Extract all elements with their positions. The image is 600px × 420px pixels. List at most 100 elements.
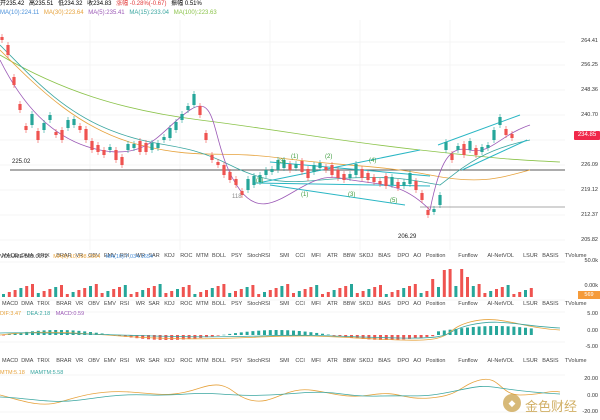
indicator-tab-tvolume[interactable]: TVolume bbox=[564, 253, 587, 259]
indicator-tab-funflow[interactable]: Funflow bbox=[458, 253, 478, 259]
indicator-tab-dpo[interactable]: DPO bbox=[397, 253, 410, 259]
indicator-tab-ai-netvol[interactable]: AI-NetVOL bbox=[487, 301, 514, 307]
volume-bar bbox=[512, 294, 516, 297]
indicator-tab-mtm[interactable]: MTM bbox=[196, 301, 209, 307]
indicator-tab-ao[interactable]: AO bbox=[413, 358, 422, 364]
indicator-tab-bias[interactable]: BIAS bbox=[378, 301, 391, 307]
indicator-tab-wr[interactable]: WR bbox=[135, 301, 145, 307]
indicator-tab-macd[interactable]: MACD bbox=[2, 253, 19, 259]
macd-bar bbox=[205, 335, 208, 338]
indicator-tab-cci[interactable]: CCI bbox=[295, 301, 305, 307]
indicator-tab-dma[interactable]: DMA bbox=[21, 253, 34, 259]
indicator-tab-sar[interactable]: SAR bbox=[148, 253, 160, 259]
indicator-tab-brar[interactable]: BRAR bbox=[56, 301, 72, 307]
indicator-tab-atr[interactable]: ATR bbox=[327, 253, 338, 259]
indicator-tab-tvolume[interactable]: TVolume bbox=[564, 358, 587, 364]
indicator-tab-roc[interactable]: ROC bbox=[180, 301, 193, 307]
indicator-tab-roc[interactable]: ROC bbox=[180, 253, 193, 259]
indicator-tab-atr[interactable]: ATR bbox=[327, 301, 338, 307]
indicator-tab-bbw[interactable]: BBW bbox=[343, 301, 356, 307]
indicator-tab-sar[interactable]: SAR bbox=[148, 301, 160, 307]
indicator-tab-dma[interactable]: DMA bbox=[21, 301, 34, 307]
indicator-tab-position[interactable]: Position bbox=[425, 358, 446, 364]
indicator-tab-kdj[interactable]: KDJ bbox=[164, 358, 175, 364]
indicator-tab-dma[interactable]: DMA bbox=[21, 358, 34, 364]
indicator-tab-rsi[interactable]: RSI bbox=[119, 253, 130, 259]
indicator-tab-skdj[interactable]: SKDJ bbox=[359, 253, 374, 259]
indicator-tab-mfi[interactable]: MFI bbox=[311, 253, 321, 259]
indicator-tab-lsur[interactable]: LSUR bbox=[523, 358, 538, 364]
volume-bar bbox=[147, 288, 150, 297]
indicator-tab-roc[interactable]: ROC bbox=[180, 358, 193, 364]
indicator-tab-obv[interactable]: OBV bbox=[88, 358, 100, 364]
indicator-tab-skdj[interactable]: SKDJ bbox=[359, 301, 374, 307]
indicator-tab-rsi[interactable]: RSI bbox=[119, 301, 130, 307]
indicator-tab-lsur[interactable]: LSUR bbox=[523, 301, 538, 307]
indicator-tab-boll[interactable]: BOLL bbox=[212, 253, 227, 259]
indicator-tab-brar[interactable]: BRAR bbox=[56, 253, 72, 259]
indicator-tab-cci[interactable]: CCI bbox=[295, 253, 305, 259]
indicator-tab-trix[interactable]: TRIX bbox=[37, 301, 50, 307]
indicator-tab-trix[interactable]: TRIX bbox=[37, 358, 50, 364]
indicator-tab-smi[interactable]: SMI bbox=[279, 253, 290, 259]
candle-body bbox=[330, 165, 334, 175]
indicator-tab-skdj[interactable]: SKDJ bbox=[359, 358, 374, 364]
indicator-tab-stochrsi[interactable]: StochRSI bbox=[247, 358, 271, 364]
indicator-tab-mtm[interactable]: MTM bbox=[196, 253, 209, 259]
candle-body bbox=[108, 147, 112, 150]
indicator-tab-kdj[interactable]: KDJ bbox=[164, 301, 175, 307]
indicator-tab-funflow[interactable]: Funflow bbox=[458, 301, 478, 307]
indicator-tab-rsi[interactable]: RSI bbox=[119, 358, 130, 364]
indicator-tab-dpo[interactable]: DPO bbox=[397, 301, 410, 307]
indicator-tab-mtm[interactable]: MTM bbox=[196, 358, 209, 364]
candle-body bbox=[360, 169, 364, 178]
indicator-tab-mfi[interactable]: MFI bbox=[311, 301, 321, 307]
indicator-tab-trix[interactable]: TRIX bbox=[37, 253, 50, 259]
indicator-tab-bbw[interactable]: BBW bbox=[343, 358, 356, 364]
indicator-tab-psy[interactable]: PSY bbox=[231, 358, 243, 364]
indicator-tab-ao[interactable]: AO bbox=[413, 253, 422, 259]
indicator-tab-bbw[interactable]: BBW bbox=[343, 253, 356, 259]
indicator-tab-smi[interactable]: SMI bbox=[279, 358, 290, 364]
indicator-tab-psy[interactable]: PSY bbox=[231, 253, 243, 259]
indicator-tab-lsur[interactable]: LSUR bbox=[523, 253, 538, 259]
indicator-tab-macd[interactable]: MACD bbox=[2, 358, 19, 364]
indicator-tab-ai-netvol[interactable]: AI-NetVOL bbox=[487, 358, 514, 364]
indicator-tab-mfi[interactable]: MFI bbox=[311, 358, 321, 364]
indicator-tab-wr[interactable]: WR bbox=[135, 253, 145, 259]
indicator-tab-brar[interactable]: BRAR bbox=[56, 358, 72, 364]
indicator-tab-vr[interactable]: VR bbox=[75, 253, 84, 259]
indicator-tab-bias[interactable]: BIAS bbox=[378, 358, 391, 364]
indicator-tab-basis[interactable]: BASIS bbox=[542, 253, 559, 259]
indicator-tab-emv[interactable]: EMV bbox=[104, 301, 116, 307]
indicator-tab-cci[interactable]: CCI bbox=[295, 358, 305, 364]
indicator-tab-ai-netvol[interactable]: AI-NetVOL bbox=[487, 253, 514, 259]
indicator-tab-tvolume[interactable]: TVolume bbox=[564, 301, 587, 307]
indicator-tab-vr[interactable]: VR bbox=[75, 358, 84, 364]
indicator-tab-boll[interactable]: BOLL bbox=[212, 358, 227, 364]
indicator-tab-smi[interactable]: SMI bbox=[279, 301, 290, 307]
indicator-tab-atr[interactable]: ATR bbox=[327, 358, 338, 364]
indicator-tab-basis[interactable]: BASIS bbox=[542, 301, 559, 307]
indicator-tab-dpo[interactable]: DPO bbox=[397, 358, 410, 364]
indicator-tab-ao[interactable]: AO bbox=[413, 301, 422, 307]
indicator-tab-basis[interactable]: BASIS bbox=[542, 358, 559, 364]
indicator-tab-kdj[interactable]: KDJ bbox=[164, 253, 175, 259]
indicator-tab-position[interactable]: Position bbox=[425, 253, 446, 259]
indicator-tab-obv[interactable]: OBV bbox=[88, 301, 100, 307]
indicator-tab-stochrsi[interactable]: StochRSI bbox=[247, 253, 271, 259]
indicator-tab-bias[interactable]: BIAS bbox=[378, 253, 391, 259]
indicator-tab-emv[interactable]: EMV bbox=[104, 253, 116, 259]
indicator-tab-boll[interactable]: BOLL bbox=[212, 301, 227, 307]
indicator-tab-wr[interactable]: WR bbox=[135, 358, 145, 364]
indicator-tab-position[interactable]: Position bbox=[425, 301, 446, 307]
indicator-tab-funflow[interactable]: Funflow bbox=[458, 358, 478, 364]
indicator-tab-emv[interactable]: EMV bbox=[104, 358, 116, 364]
indicator-tab-sar[interactable]: SAR bbox=[148, 358, 160, 364]
indicator-tab-stochrsi[interactable]: StochRSI bbox=[247, 301, 271, 307]
indicator-tab-psy[interactable]: PSY bbox=[231, 301, 243, 307]
indicator-tab-obv[interactable]: OBV bbox=[88, 253, 100, 259]
indicator-tab-vr[interactable]: VR bbox=[75, 301, 84, 307]
indicator-tab-macd[interactable]: MACD bbox=[2, 301, 19, 307]
